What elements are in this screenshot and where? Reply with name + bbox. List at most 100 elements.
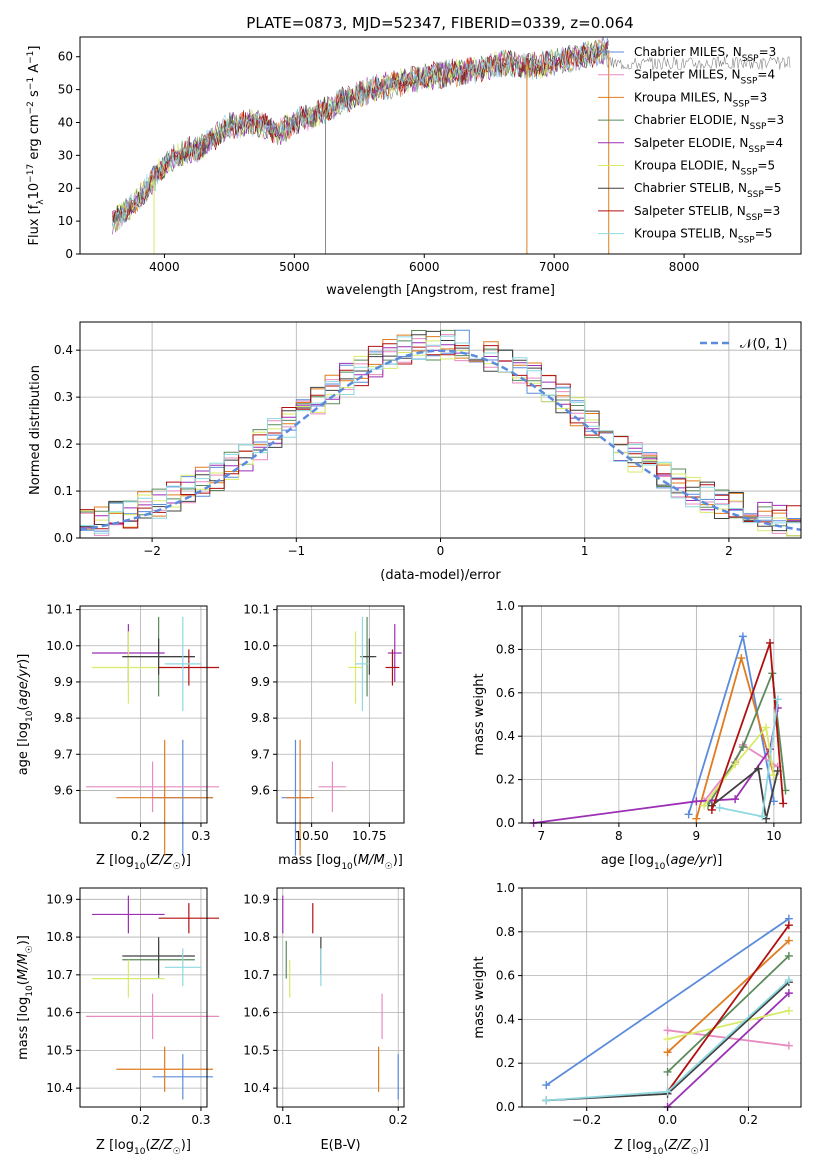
weight-marker bbox=[663, 1087, 672, 1096]
legend-entry: Salpeter ELODIE, NSSP=4 bbox=[634, 136, 783, 155]
y-axis-label: age [log10(age/yr)] bbox=[16, 654, 35, 776]
x-tick-label: 0 bbox=[437, 544, 445, 558]
legend-entry: Kroupa ELODIE, NSSP=5 bbox=[634, 159, 775, 178]
x-tick-label: 8 bbox=[615, 829, 623, 843]
weight-marker bbox=[663, 1035, 672, 1044]
normal-curve bbox=[79, 349, 802, 532]
y-tick-label: 10.6 bbox=[46, 1006, 73, 1020]
legend-entry: Chabrier STELIB, NSSP=5 bbox=[634, 181, 782, 200]
y-tick-label: 10.4 bbox=[243, 1081, 270, 1095]
plot-area-mass-vs-ebv bbox=[282, 895, 399, 1100]
y-tick-label: 0.6 bbox=[496, 969, 515, 983]
spectrum-line-salpeter-stelib bbox=[112, 42, 609, 222]
y-tick-label: 10 bbox=[58, 214, 73, 228]
x-axis-label: Z [log10(Z/Z☉)] bbox=[96, 853, 191, 872]
weight-marker bbox=[766, 638, 774, 647]
y-tick-label: 0.2 bbox=[496, 1056, 515, 1070]
axes-frame bbox=[276, 887, 405, 1108]
axes-mass-vs-Z: 0.2 0.3 10.4 10.5 10.6 10.7 10.8 10.9 Z [log10(Z… bbox=[16, 887, 220, 1157]
x-tick-label: 6000 bbox=[409, 260, 440, 274]
y-tick-label: 60 bbox=[58, 50, 73, 64]
y-tick-label: 10.9 bbox=[46, 892, 73, 906]
weight-marker bbox=[692, 797, 701, 806]
y-tick-label: 10.7 bbox=[46, 968, 73, 982]
spectrum-line-chabrier-miles bbox=[112, 37, 609, 227]
x-axis-label: Z [log10(Z/Z☉)] bbox=[614, 1138, 709, 1157]
plot-area-age-vs-Z bbox=[86, 616, 220, 856]
x-tick-label: 2 bbox=[725, 544, 733, 558]
axes-spectrum: 4000 5000 6000 7000 8000 0 10 20 30 40 50 60 wavelen… bbox=[26, 36, 802, 298]
y-tick-label: 9.8 bbox=[251, 711, 270, 725]
axes-frame bbox=[521, 605, 802, 824]
weight-marker bbox=[542, 1096, 551, 1105]
legend-entry: Salpeter MILES, NSSP=4 bbox=[634, 68, 775, 87]
y-tick-label: 0.4 bbox=[54, 343, 73, 357]
plot-area-mass-vs-Z bbox=[86, 895, 220, 1100]
y-tick-label: 0.8 bbox=[496, 925, 515, 939]
weight-marker bbox=[784, 989, 793, 998]
axes-age-vs-Z: 0.2 0.3 9.6 9.7 9.8 9.9 10.0 10.1 Z [log10(Z/Z☉)… bbox=[16, 603, 220, 872]
x-tick-label: 0.2 bbox=[131, 1113, 150, 1127]
legend-entry: Chabrier ELODIE, NSSP=3 bbox=[634, 113, 784, 132]
y-tick-label: 0.8 bbox=[496, 642, 515, 656]
weight-marker bbox=[784, 1041, 793, 1050]
y-tick-label: 20 bbox=[58, 181, 73, 195]
x-tick-label: 10.50 bbox=[294, 829, 328, 843]
x-tick-label: 0.0 bbox=[658, 1113, 677, 1127]
y-tick-label: 30 bbox=[58, 148, 73, 162]
y-axis-label: mass weight bbox=[472, 956, 487, 1038]
plot-area-residuals bbox=[79, 329, 802, 537]
legend-entry: Kroupa STELIB, NSSP=5 bbox=[634, 227, 772, 246]
plot-area-spectrum bbox=[112, 37, 791, 254]
y-tick-label: 10.1 bbox=[46, 603, 73, 617]
y-tick-label: 9.6 bbox=[251, 783, 270, 797]
axes-residuals: −2 −1 0 1 2 0.0 0.1 0.2 0.3 0.4 𝒩(0, 1) (data-model… bbox=[28, 321, 802, 583]
legend-entry: Kroupa MILES, NSSP=3 bbox=[634, 90, 767, 109]
weight-marker bbox=[738, 743, 747, 752]
y-tick-label: 9.9 bbox=[54, 675, 73, 689]
weight-marker bbox=[663, 1067, 672, 1076]
axes-frame bbox=[276, 605, 405, 824]
x-axis-label: E(B-V) bbox=[320, 1138, 360, 1153]
x-tick-label: −2 bbox=[143, 544, 161, 558]
weight-marker bbox=[784, 936, 793, 945]
weight-marker bbox=[707, 805, 716, 814]
weight-marker bbox=[784, 1006, 793, 1015]
legend-entry: 𝒩(0, 1) bbox=[740, 337, 787, 352]
weight-line bbox=[666, 955, 790, 1073]
x-tick-label: 0.2 bbox=[739, 1113, 758, 1127]
x-tick-label: 0.3 bbox=[191, 1113, 210, 1127]
weight-line bbox=[711, 767, 779, 819]
plot-area-age-vs-mass bbox=[281, 616, 402, 856]
weight-line bbox=[667, 1009, 790, 1040]
y-tick-label: 9.7 bbox=[54, 747, 73, 761]
y-tick-label: 0.0 bbox=[54, 531, 73, 545]
axes-age-vs-mass: 10.50 10.75 9.6 9.7 9.8 9.9 10.0 10.1 mass [log1… bbox=[243, 603, 405, 872]
weight-line bbox=[666, 924, 790, 1093]
y-tick-label: 0.0 bbox=[496, 1100, 515, 1114]
weight-marker bbox=[784, 921, 793, 930]
axes-frame bbox=[79, 887, 208, 1108]
y-tick-label: 10.9 bbox=[243, 892, 270, 906]
y-tick-label: 10.5 bbox=[46, 1043, 73, 1057]
x-tick-label: −1 bbox=[287, 544, 305, 558]
weight-marker bbox=[731, 795, 740, 804]
y-tick-label: 0.4 bbox=[496, 729, 515, 743]
y-tick-label: 9.8 bbox=[54, 711, 73, 725]
x-tick-label: 0.2 bbox=[389, 1113, 408, 1127]
weight-marker bbox=[700, 801, 709, 810]
weight-line bbox=[703, 725, 775, 807]
plot-area-weight-vs-age bbox=[529, 632, 790, 827]
weight-marker bbox=[773, 695, 782, 704]
x-axis-label: (data-model)/error bbox=[380, 568, 501, 583]
y-tick-label: 0.2 bbox=[54, 437, 73, 451]
y-tick-label: 0.4 bbox=[496, 1012, 515, 1026]
weight-marker bbox=[737, 654, 746, 663]
weight-marker bbox=[663, 1026, 672, 1035]
axes-frame bbox=[79, 605, 208, 824]
x-tick-label: 0.2 bbox=[131, 829, 150, 843]
x-tick-label: 10 bbox=[766, 829, 781, 843]
y-axis-label: Flux [fλ10−17 erg cm−2 s−1 A−1] bbox=[26, 46, 46, 246]
x-tick-label: 5000 bbox=[279, 260, 310, 274]
weight-line bbox=[666, 992, 790, 1108]
